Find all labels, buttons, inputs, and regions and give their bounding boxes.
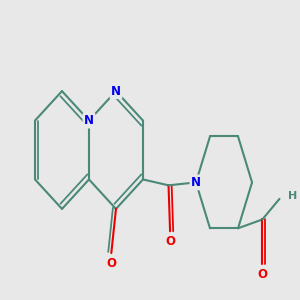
- Text: O: O: [165, 236, 175, 248]
- Text: O: O: [106, 257, 116, 270]
- Text: O: O: [257, 268, 267, 281]
- Text: N: N: [191, 176, 201, 189]
- Text: N: N: [111, 85, 121, 98]
- Text: N: N: [84, 114, 94, 127]
- Text: H: H: [288, 191, 297, 201]
